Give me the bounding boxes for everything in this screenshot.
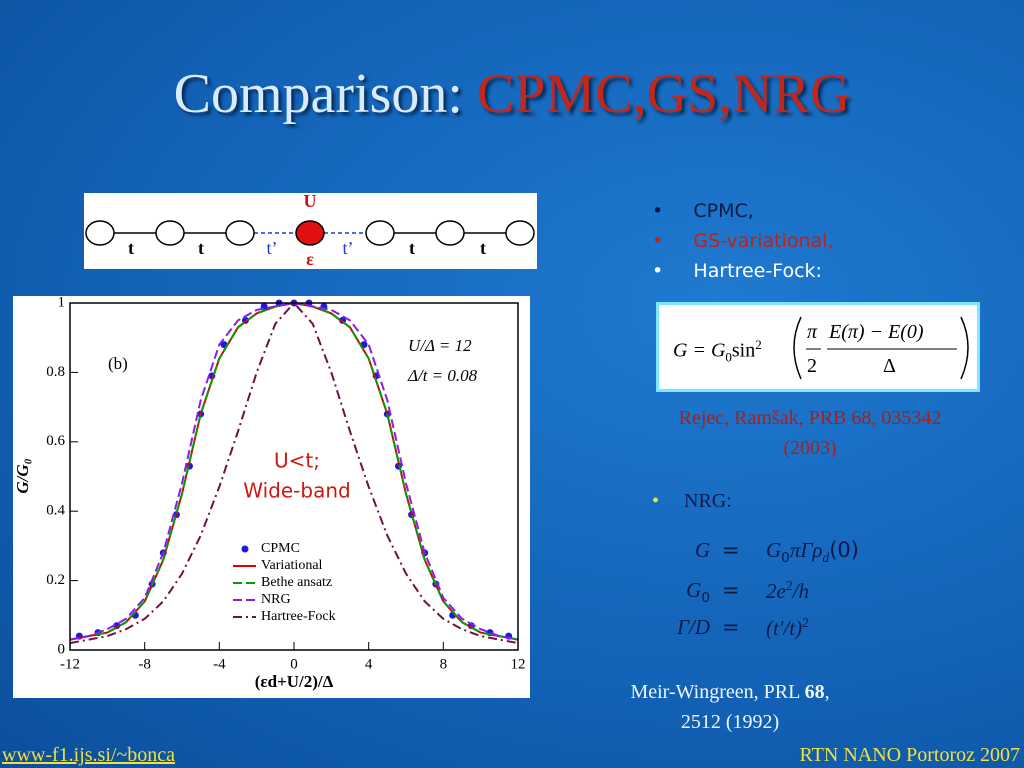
citation-line: (2003) [783, 437, 837, 459]
citation-volume: 68 [804, 681, 825, 703]
chart: -12 -8 -4 0 4 8 12 0 0.2 0.4 0.6 0.8 1 (εd+U/2)/Δ G/G₀… [13, 296, 530, 698]
y-axis-label: G/G₀ [13, 458, 32, 493]
bullet-text: GS-variational, [693, 230, 834, 252]
y-tick-label: 0.2 [46, 572, 65, 588]
eq-rhs: (t′/t)2 [766, 615, 809, 641]
parens [793, 316, 969, 380]
eq-part: Γ/D [677, 615, 710, 639]
chain-diagram: U ε t t t’ t’ t t [84, 193, 537, 269]
overlay-text: U<t; [274, 449, 320, 473]
footer-link[interactable]: www-f1.ijs.si/~bonca [2, 744, 176, 766]
hop-label: t’ [267, 238, 278, 258]
formula-part: sin [731, 339, 756, 362]
bullet: • Hartree-Fock: [652, 260, 822, 282]
x-tick-label: 8 [440, 656, 448, 672]
eq-part: /h [792, 579, 809, 603]
hop-label: t [480, 238, 486, 258]
eq-rel: = [722, 578, 740, 602]
eq-part: d [822, 550, 830, 566]
x-tick-label: 12 [511, 656, 526, 672]
formula-part: Δ [883, 355, 896, 377]
formula-box: G = G0sin2 π 2 E(π) − E(0) Δ [656, 302, 980, 392]
annotation: (b) [108, 354, 128, 373]
legend-label: Bethe ansatz [261, 575, 332, 590]
y-tick-label: 0.4 [46, 503, 65, 519]
y-tick-label: 0.6 [46, 433, 65, 449]
eq-part: πΓρ [789, 538, 823, 562]
x-tick-label: 0 [290, 656, 298, 672]
bullet-text: NRG: [684, 490, 732, 512]
eq-part: 0 [781, 550, 790, 567]
hop-label: t’ [343, 238, 354, 258]
y-tick-label: 1 [58, 296, 66, 310]
eq-rel: = [722, 615, 740, 639]
eq-part: 2e [766, 579, 786, 603]
x-tick-label: -12 [60, 656, 80, 672]
x-axis-label: (εd+U/2)/Δ [255, 672, 334, 691]
citation: Meir-Wingreen, PRL 68, 2512 (1992) [560, 677, 900, 737]
citation: Rejec, Ramšak, PRB 68, 035342 (2003) [600, 403, 1020, 463]
formula-part: 2 [807, 355, 817, 377]
eq-lhs: Γ/D [640, 615, 710, 640]
legend-label: NRG [261, 592, 291, 607]
x-tick-label: 4 [365, 656, 373, 672]
bullet: • GS-variational, [652, 230, 834, 252]
formula-part: G = G [673, 339, 726, 362]
citation-line: 2512 (1992) [680, 711, 780, 733]
eq-rhs: 2e2/h [766, 578, 809, 604]
title: Comparison: CPMC,GS,NRG [0, 62, 1024, 126]
eq-lhs: G0 [640, 578, 710, 606]
eq-part: 2 [802, 615, 809, 630]
formula-part: E(π) − E(0) [829, 321, 924, 343]
x-tick-label: -8 [138, 656, 151, 672]
footer-text: RTN NANO Portoroz 2007 [799, 744, 1020, 766]
bullet: • NRG: [652, 490, 732, 512]
plot-frame [69, 302, 519, 651]
title-highlight: CPMC,GS,NRG [476, 63, 851, 125]
u-label: U [304, 193, 317, 211]
eq-part: (t′/t) [766, 616, 803, 640]
bullet-text: Hartree-Fock: [693, 260, 822, 282]
formula-part: 2 [755, 337, 762, 352]
legend-marker [241, 545, 249, 553]
hop-label: t [409, 238, 415, 258]
hop-label: t [128, 238, 134, 258]
annotation: U/Δ = 12 [408, 336, 472, 355]
citation-line: Rejec, Ramšak, PRB 68, 035342 [678, 407, 942, 429]
eq-lhs: G [640, 538, 710, 563]
sites [85, 220, 535, 246]
bullet: • CPMC, [652, 200, 754, 222]
eq-part: G [694, 538, 710, 562]
legend-label: Variational [261, 558, 323, 573]
series-line [69, 301, 519, 645]
y-tick-label: 0.8 [46, 364, 65, 380]
eps-label: ε [306, 249, 314, 269]
title-lead: Comparison: [173, 63, 463, 125]
eq-part: 2 [785, 578, 793, 593]
hop-label: t [198, 238, 204, 258]
formula-lhs: G = G0sin2 [673, 337, 762, 366]
legend-label: Hartree-Fock [261, 609, 336, 624]
dot-site [295, 220, 325, 246]
formula-part: 0 [725, 349, 732, 365]
formula-part: π [807, 321, 818, 343]
citation-text: Meir-Wingreen, PRL [630, 681, 805, 703]
eq-part: G [766, 538, 782, 562]
overlay-text: Wide-band [243, 479, 350, 503]
eq-rhs: G0πΓρd(0) [766, 538, 859, 566]
annotation: Δ/t = 0.08 [407, 366, 478, 385]
eq-part: 0 [701, 590, 710, 607]
citation-text: , [824, 681, 830, 703]
eq-rel: = [722, 538, 740, 562]
bullet-text: CPMC, [693, 200, 754, 222]
y-tick-label: 0 [58, 641, 66, 657]
x-tick-label: -4 [213, 656, 226, 672]
series-line [69, 301, 519, 641]
eq-part: G [686, 578, 702, 602]
legend-label: CPMC [261, 541, 300, 556]
eq-part: (0) [829, 538, 859, 562]
